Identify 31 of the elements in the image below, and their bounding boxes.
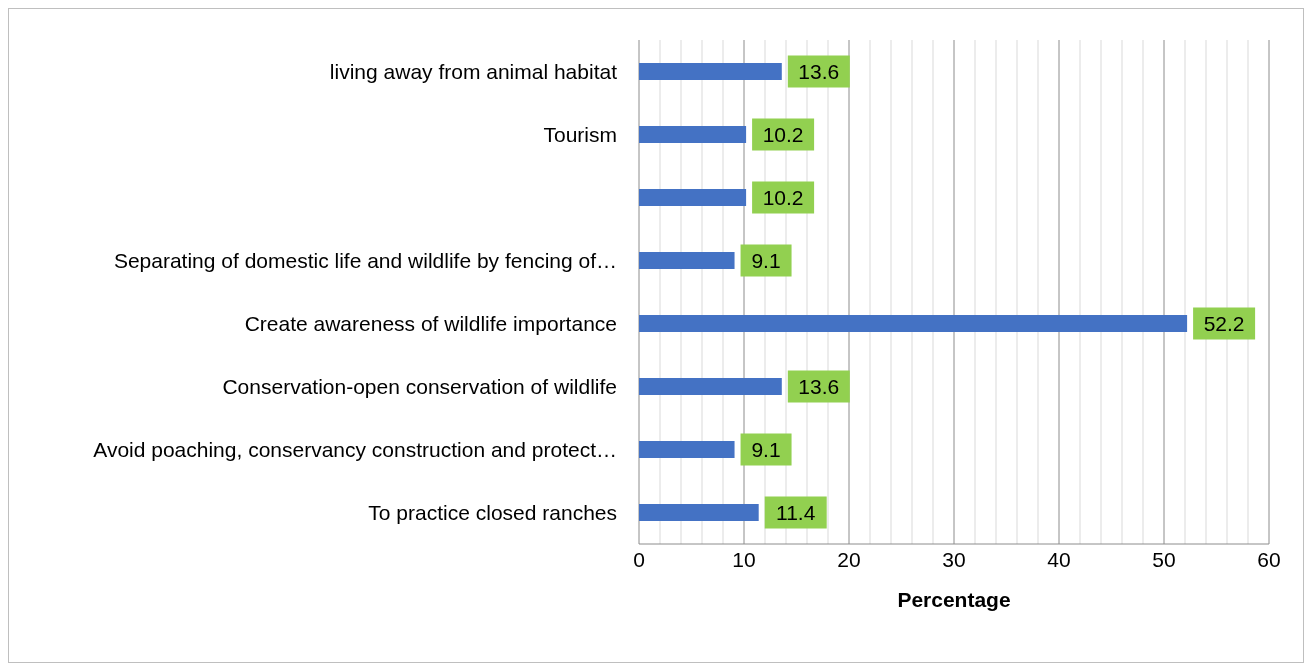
- y-tick-label: Conservation-open conservation of wildlife: [222, 374, 617, 398]
- y-tick-label: Tourism: [543, 122, 617, 146]
- data-label: 10.2: [762, 123, 804, 146]
- x-tick-label: 40: [1047, 547, 1071, 571]
- x-axis-title: Percentage: [897, 587, 1011, 611]
- bar: [639, 441, 735, 458]
- data-label: 11.4: [776, 501, 816, 524]
- x-tick-label: 50: [1152, 547, 1176, 571]
- x-tick-label: 0: [633, 547, 645, 571]
- bar: [639, 252, 735, 269]
- data-label: 9.1: [751, 249, 781, 272]
- bar: [639, 504, 759, 521]
- x-tick-label: 20: [837, 547, 861, 571]
- data-label: 13.6: [798, 375, 840, 398]
- bar: [639, 126, 747, 143]
- x-tick-label: 10: [732, 547, 756, 571]
- x-tick-label: 30: [942, 547, 966, 571]
- bar: [639, 63, 782, 80]
- x-tick-label: 60: [1257, 547, 1281, 571]
- y-tick-label: living away from animal habitat: [329, 59, 618, 83]
- bar: [639, 315, 1188, 332]
- bar: [639, 189, 747, 206]
- data-label: 13.6: [798, 60, 840, 83]
- y-tick-label: Avoid poaching, conservancy construction and protect…: [93, 437, 617, 461]
- y-tick-label: Create awareness of wildlife importance: [244, 311, 617, 335]
- data-label: 9.1: [751, 438, 781, 461]
- bar: [639, 378, 782, 395]
- y-tick-label: To practice closed ranches: [368, 500, 617, 524]
- y-tick-label: Separating of domestic life and wildlife by fencing of…: [113, 248, 617, 272]
- data-label: 52.2: [1203, 312, 1245, 335]
- data-label: 10.2: [762, 186, 804, 209]
